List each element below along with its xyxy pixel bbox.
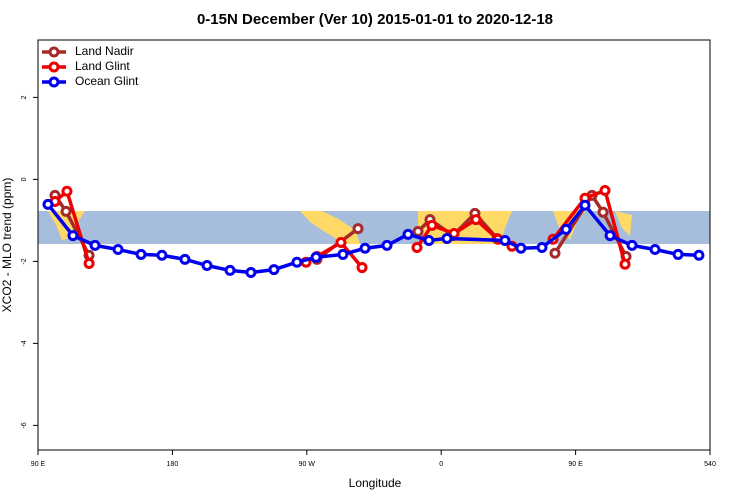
series-point [310, 251, 322, 263]
series-point [560, 223, 572, 235]
y-tick-label: -4 [21, 340, 28, 346]
series-point [112, 244, 124, 256]
series-point [441, 232, 453, 244]
x-tick-label: 540 [704, 461, 716, 468]
series-point [42, 198, 54, 210]
y-tick-label: 0 [21, 177, 28, 181]
x-tick-label: 0 [439, 461, 443, 468]
series-point [179, 253, 191, 265]
series-point [626, 239, 638, 251]
y-tick-label: -6 [21, 422, 28, 428]
series-point [291, 256, 303, 268]
legend-marker [48, 76, 60, 88]
series-point [61, 185, 73, 197]
legend-label: Ocean Glint [75, 74, 139, 88]
x-tick-label: 180 [167, 461, 179, 468]
series-point [335, 237, 347, 249]
series-point [470, 214, 482, 226]
y-tick-label: -2 [21, 258, 28, 264]
plot-frame [37, 39, 711, 451]
legend-marker [48, 61, 60, 73]
legend-label: Land Glint [75, 59, 130, 73]
series-point [402, 228, 414, 240]
series-point [224, 264, 236, 276]
series-point [693, 249, 705, 261]
series-point [337, 248, 349, 260]
series-point [356, 262, 368, 274]
series-point [201, 260, 213, 271]
land [300, 211, 360, 244]
series-point [619, 258, 631, 270]
series-point [536, 241, 548, 253]
series-point [604, 230, 616, 242]
x-axis-label: Longitude [349, 476, 402, 490]
series-point [411, 241, 423, 253]
series-point [597, 206, 609, 218]
legend-label: Land Nadir [75, 44, 134, 58]
chart-title: 0-15N December (Ver 10) 2015-01-01 to 20… [197, 11, 553, 28]
y-tick-label: 2 [21, 95, 28, 99]
series-point [649, 244, 661, 256]
legend-marker [48, 46, 60, 58]
series-point [423, 234, 435, 246]
series-point [83, 257, 95, 269]
y-axis-label: XCO2 - MLO trend (ppm) [0, 178, 14, 313]
series-point [426, 219, 438, 231]
series-point [672, 248, 684, 260]
series-point [579, 199, 591, 211]
series-point [245, 266, 257, 278]
series-point [352, 223, 364, 235]
series-point [268, 264, 280, 276]
series-point [412, 225, 424, 237]
series-point [135, 248, 147, 260]
series-point [499, 234, 511, 246]
series-point [156, 249, 168, 261]
x-tick-label: 90 W [299, 461, 316, 468]
series-point [60, 205, 72, 217]
series-point [67, 230, 79, 242]
series-point [381, 239, 393, 251]
series-point [89, 239, 101, 251]
series-point [599, 184, 611, 196]
x-tick-label: 90 E [568, 461, 583, 468]
series-point [359, 242, 371, 254]
map-band [38, 211, 710, 244]
land [615, 211, 632, 236]
series-point [515, 242, 527, 254]
series-point [549, 247, 561, 259]
x-tick-label: 90 E [31, 461, 46, 468]
